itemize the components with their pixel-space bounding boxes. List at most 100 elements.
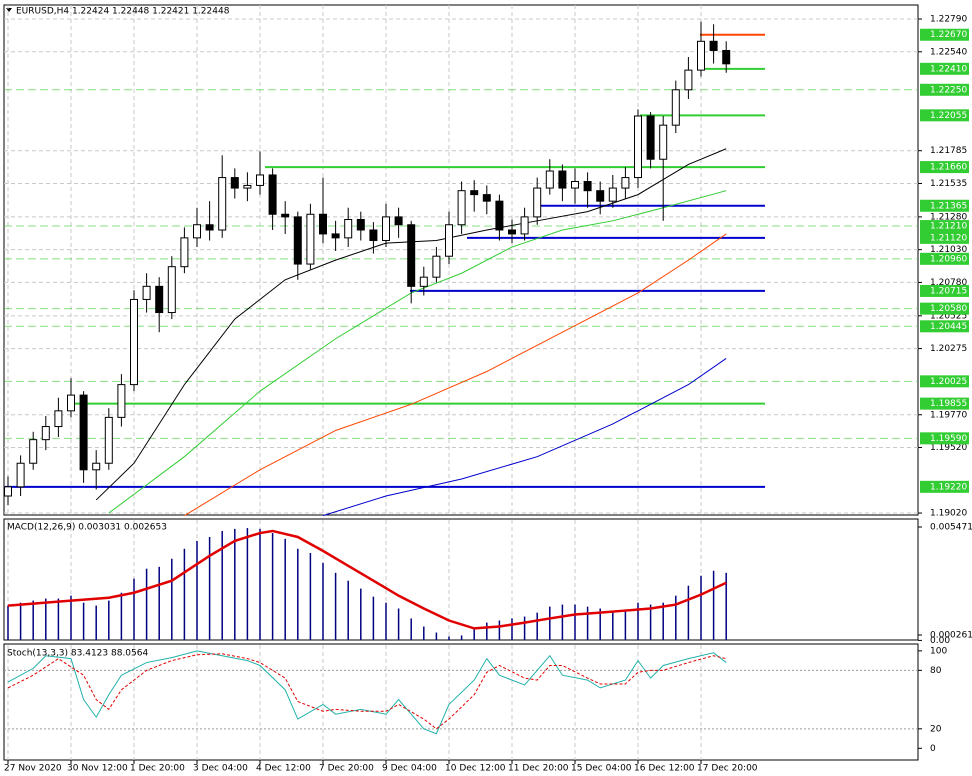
level-label: 1.20715 [930,286,967,296]
y-tick-label: 0.005471 [930,523,972,533]
candle-body [520,216,529,235]
x-tick-label: 10 Dec 12:00 [445,764,506,774]
level-tag [920,480,969,493]
y-tick-label: 1.21535 [930,179,967,189]
x-tick-label: 1 Dec 20:00 [130,764,185,774]
x-tick-label: 30 Nov 12:00 [67,764,128,774]
candle-body [41,426,50,441]
candle-body [445,224,453,257]
candle-body [117,384,126,418]
y-tick-label: 1.20780 [930,278,967,288]
y-tick-label: 1.19020 [930,509,967,519]
candle-body [482,194,491,202]
y-tick-label: 100 [930,646,947,656]
candle-body [230,177,239,189]
candle-body [193,224,201,239]
y-tick-label: 1.22540 [930,47,967,57]
candle-body [306,213,315,265]
candle-body [167,266,176,314]
candle-body [344,219,353,239]
level-tag [920,199,969,212]
candle-body [130,298,138,386]
candle-body [16,462,25,488]
candle-body [256,174,264,186]
y-tick-label: 0.000261 [930,631,972,641]
x-tick-label: 16 Dec 12:00 [634,764,695,774]
x-tick-label: 9 Dec 04:00 [382,764,437,774]
level-tag [920,302,969,315]
level-label: 1.21660 [930,163,967,173]
candle-body [634,115,642,179]
candle-body [205,224,214,231]
indicator-line [108,190,727,514]
indicator-line [184,233,727,517]
level-label: 1.19220 [930,482,967,492]
indicator-line [7,650,727,735]
x-tick-label: 7 Dec 20:00 [319,764,374,774]
macd-title: MACD(12,26,9) 0.003031 0.002653 [7,523,167,533]
level-tag [920,109,969,122]
candle-body [659,124,668,160]
candle-body [470,190,479,196]
candle-body [104,416,113,464]
candle-body [92,462,101,471]
candle-body [457,190,466,226]
level-label: 1.21120 [930,233,967,243]
indicator-line [7,529,727,630]
candle-body [571,181,579,189]
candle-body [583,181,592,192]
candle-body [54,410,63,428]
level-label: 1.22410 [930,64,967,74]
y-tick-label: 0 [930,744,936,754]
candle-body [142,285,151,300]
y-tick-label: 1.20525 [930,311,967,321]
candle-body [79,394,88,471]
stoch-title: Stoch(13,3,3) 83.4123 88.0564 [7,649,148,659]
candle-body [67,394,75,412]
x-tick-label: 17 Dec 20:00 [697,764,758,774]
candle-body [356,219,365,231]
candle-body [621,177,630,189]
x-tick-label: 4 Dec 12:00 [256,764,311,774]
level-label: 1.20960 [930,254,967,264]
candle-body [533,187,542,218]
candle-body [155,285,164,314]
price-title: EURUSD,H4 1.22424 1.22448 1.22421 1.2244… [16,7,230,17]
candle-body [671,89,680,126]
level-label: 1.22055 [930,111,967,121]
candle-body [495,200,504,231]
candle-body [722,49,731,65]
level-tag [920,284,969,297]
level-label: 1.22670 [930,30,967,40]
candle-body [596,190,605,202]
y-tick-label: 20 [930,724,942,734]
plot: 27 Nov 2020 30 Nov 12:00 1 Dec 20:00 3 Dec … [4,5,972,774]
y-tick-label: 1.19770 [930,410,967,420]
level-tag [920,320,969,333]
level-label: 1.21365 [930,201,967,211]
candle-body [29,439,38,464]
candle-body [369,229,378,241]
candle-body [243,184,252,189]
indicator-line [322,357,727,517]
candle-body [407,224,416,287]
candle-body [293,216,302,265]
y-tick-label: 0.00 [930,636,950,646]
candle-body [545,170,554,189]
x-tick-label: 15 Dec 04:00 [571,764,632,774]
level-label: 1.20025 [930,377,967,387]
candle-body [432,255,441,278]
x-tick-label: 27 Nov 2020 [4,764,62,774]
candle-body [709,40,718,51]
indicator-line [7,653,727,730]
level-tag [920,432,969,445]
candle-body [394,216,403,226]
level-label: 1.21210 [930,222,967,232]
y-tick-label: 1.21030 [930,245,967,255]
level-label: 1.22250 [930,85,967,95]
candle-body [218,177,227,231]
candle-body [684,69,693,91]
y-tick-label: 1.21785 [930,146,967,156]
candle-body [4,486,12,497]
candle-body [419,276,428,287]
